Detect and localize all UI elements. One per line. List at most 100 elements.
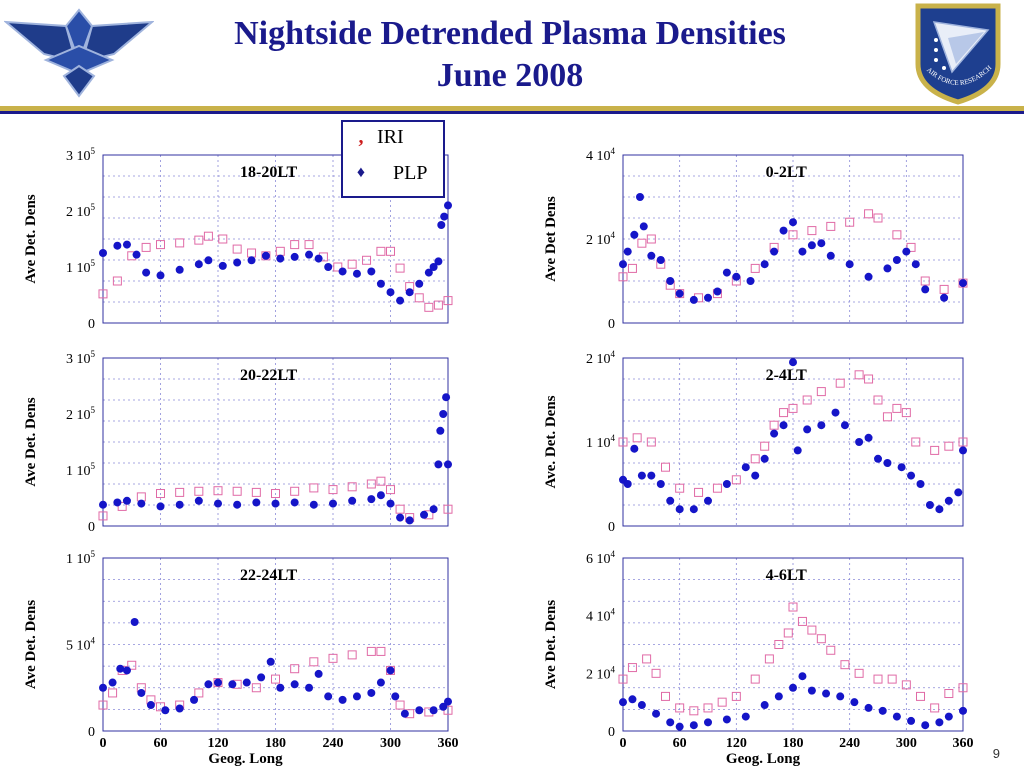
plp-point (789, 683, 797, 692)
iri-point (376, 246, 386, 256)
iri-point (386, 485, 395, 495)
iri-point (694, 487, 704, 497)
iri-point (816, 634, 826, 644)
plp-point (897, 463, 906, 472)
iri-point (290, 486, 300, 496)
plp-point (689, 721, 698, 730)
plp-point (290, 680, 299, 689)
plp-point (959, 279, 967, 288)
plp-point (892, 256, 901, 264)
plp-point (194, 260, 203, 269)
iri-point (675, 483, 685, 493)
plp-point (803, 425, 812, 434)
panel-title: 2-4LT (766, 367, 808, 384)
plp-point (652, 709, 661, 718)
iri-point (642, 654, 652, 664)
plp-point (675, 289, 684, 298)
iri-point (618, 437, 628, 447)
iri-point (290, 240, 300, 250)
chart-panel-p6: 0 2 104 4 104 6 104 0 60 120 180 240 300 360 Ave De… (543, 549, 974, 767)
iri-point (627, 263, 637, 273)
iri-point (958, 683, 968, 693)
plp-point (704, 496, 712, 505)
series-iri (618, 370, 968, 497)
iri-point (920, 276, 930, 286)
iri-point (651, 668, 661, 678)
plp-point (878, 706, 887, 715)
y-tick-label: 0 (88, 725, 95, 740)
plot-frame (622, 154, 964, 324)
plot-frame (102, 557, 449, 732)
plp-point (429, 505, 438, 514)
plp-point (883, 264, 892, 273)
plp-point (324, 692, 333, 701)
series-plp (619, 358, 967, 514)
iri-point (290, 664, 300, 674)
series-iri (98, 476, 453, 523)
plp-point (386, 288, 395, 297)
plp-point (732, 272, 741, 281)
series-plp (619, 193, 967, 304)
y-tick-exponent: 4 (91, 636, 96, 646)
plp-point (142, 268, 151, 277)
iri-point (247, 248, 257, 258)
plot-frame (102, 357, 449, 527)
iri-point (760, 441, 770, 451)
plp-point (826, 251, 835, 260)
iri-point (98, 700, 108, 710)
iri-point (347, 259, 357, 269)
iri-point (873, 213, 883, 223)
plp-point (907, 716, 916, 725)
y-tick-label: 3 105 (66, 146, 96, 164)
plp-point (252, 498, 261, 507)
plp-point (429, 706, 438, 715)
plp-point (99, 500, 107, 509)
x-axis-label: Geog. Long (726, 751, 801, 767)
plp-point (713, 287, 722, 296)
plp-point (420, 510, 429, 519)
y-tick-exponent: 5 (91, 146, 96, 156)
iri-point (328, 653, 338, 663)
plp-point (647, 251, 656, 260)
y-tick-exponent: 5 (91, 349, 96, 359)
iri-point (232, 244, 242, 254)
plp-point (751, 471, 760, 480)
plp-point (439, 702, 448, 711)
legend-iri-symbol: , (358, 126, 364, 148)
plp-point (636, 193, 644, 201)
plp-point (831, 408, 840, 417)
plp-point (637, 471, 646, 480)
y-tick-exponent: 4 (611, 349, 616, 359)
plp-point (760, 454, 769, 463)
plp-point (774, 692, 783, 701)
iri-point (156, 489, 165, 499)
y-tick-label: 6 104 (586, 549, 616, 567)
plp-point (276, 683, 285, 692)
plp-point (864, 272, 873, 281)
plp-point (704, 718, 712, 727)
x-tick-label: 300 (380, 736, 401, 751)
iri-point (731, 475, 741, 485)
plp-point (916, 480, 925, 488)
plp-point (130, 618, 139, 627)
panel-title: 22-24LT (240, 567, 298, 584)
slide-subtitle: June 2008 (436, 57, 584, 94)
plp-point (309, 500, 318, 509)
header-divider-gold (0, 106, 1024, 111)
plp-point (944, 496, 953, 505)
iri-point (362, 255, 372, 265)
y-tick-exponent: 5 (91, 258, 96, 268)
x-tick-label: 300 (896, 736, 917, 751)
series-iri (618, 602, 968, 716)
plp-point (146, 701, 155, 710)
plp-point (367, 267, 376, 276)
y-axis-label: Ave Det. Dens (23, 194, 39, 283)
y-tick-exponent: 4 (611, 664, 616, 674)
plp-point (175, 265, 184, 274)
iri-point (854, 370, 864, 380)
iri-point (675, 703, 685, 713)
plp-point (156, 271, 165, 280)
iri-point (271, 674, 280, 684)
plp-point (352, 692, 361, 701)
plp-point (741, 463, 750, 472)
